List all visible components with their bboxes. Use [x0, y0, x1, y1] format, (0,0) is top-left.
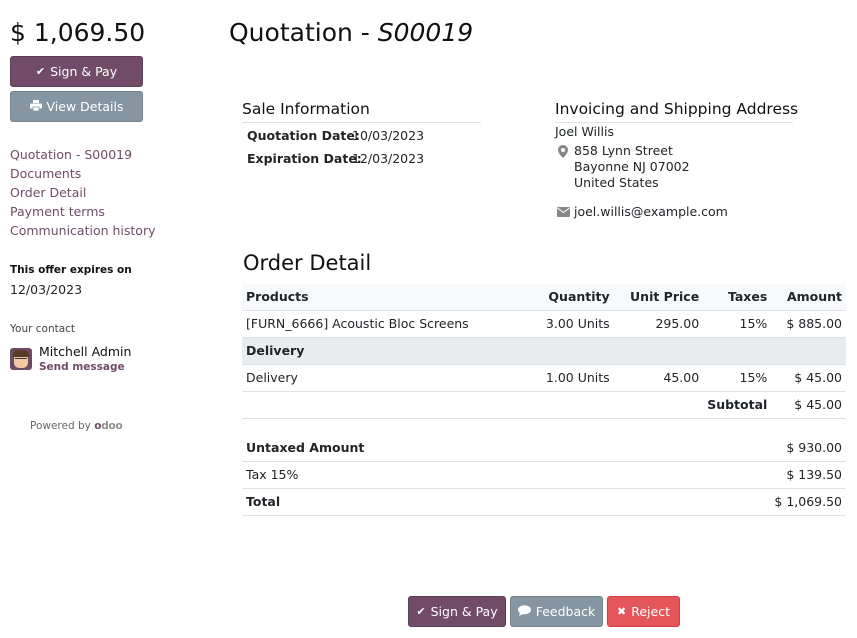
table-header-row: Products Quantity Unit Price Taxes Amoun… [242, 284, 846, 311]
view-details-label: View Details [46, 99, 124, 114]
map-marker-icon [558, 145, 568, 158]
customer-name: Joel Willis [555, 124, 614, 139]
total-row: Total $ 1,069.50 [242, 488, 846, 516]
section-row: Delivery [242, 337, 846, 365]
nav-order-detail[interactable]: Order Detail [10, 185, 87, 200]
print-icon [29, 99, 42, 114]
untaxed-value: $ 930.00 [619, 434, 846, 462]
total-label: Total [242, 488, 620, 516]
comment-icon [517, 604, 531, 619]
untaxed-row: Untaxed Amount $ 930.00 [242, 434, 846, 462]
sidebar-nav: Quotation - S00019 Documents Order Detai… [10, 145, 156, 240]
col-unit-price: Unit Price [613, 284, 704, 311]
expiration-date-row: Expiration Date:12/03/2023 [247, 151, 424, 166]
contact-label: Your contact [10, 323, 76, 335]
sign-pay-label: Sign & Pay [430, 604, 498, 619]
feedback-button[interactable]: Feedback [510, 596, 603, 627]
line-amount: $ 885.00 [771, 310, 846, 338]
table-row: Delivery 1.00 Units 45.00 15% $ 45.00 [242, 364, 846, 392]
expires-date: 12/03/2023 [10, 282, 83, 297]
table-row: [FURN_6666] Acoustic Bloc Screens 3.00 U… [242, 310, 846, 338]
col-quantity: Quantity [534, 284, 614, 311]
total-value: $ 1,069.50 [619, 488, 846, 516]
line-product: Delivery [242, 364, 535, 392]
line-unit-price: 295.00 [613, 310, 704, 338]
send-message-link[interactable]: Send message [39, 361, 125, 373]
close-icon: ✖ [617, 605, 627, 618]
powered-by-label: Powered by [30, 420, 91, 432]
tax-row: Tax 15% $ 139.50 [242, 461, 846, 489]
feedback-label: Feedback [535, 604, 596, 619]
order-lines-table: Products Quantity Unit Price Taxes Amoun… [242, 284, 846, 419]
subtotal-value: $ 45.00 [771, 391, 846, 419]
address-city: Bayonne NJ 07002 [574, 159, 690, 174]
bottom-actions: ✔ Sign & Pay Feedback ✖ Reject [408, 596, 680, 627]
customer-email: joel.willis@example.com [574, 204, 728, 219]
check-icon: ✔ [416, 605, 426, 618]
order-detail-heading: Order Detail [243, 251, 372, 275]
line-taxes: 15% [703, 364, 772, 392]
section-title: Delivery [242, 337, 846, 365]
envelope-icon [557, 207, 570, 217]
contact-name: Mitchell Admin [39, 344, 132, 359]
tax-value: $ 139.50 [619, 461, 846, 489]
totals-table: Untaxed Amount $ 930.00 Tax 15% $ 139.50… [242, 434, 846, 516]
address-heading: Invoicing and Shipping Address [555, 100, 798, 123]
reject-button[interactable]: ✖ Reject [607, 596, 680, 627]
col-products: Products [242, 284, 535, 311]
nav-payment-terms[interactable]: Payment terms [10, 204, 105, 219]
sidebar-sign-pay-button[interactable]: ✔ Sign & Pay [10, 56, 143, 87]
check-icon: ✔ [35, 65, 46, 78]
nav-quotation[interactable]: Quotation - S00019 [10, 147, 133, 162]
col-taxes: Taxes [703, 284, 772, 311]
title-number: S00019 [377, 18, 474, 47]
subtotal-label: Subtotal [703, 391, 772, 419]
quotation-date: 10/03/2023 [352, 128, 425, 143]
line-amount: $ 45.00 [771, 364, 846, 392]
expiration-date: 12/03/2023 [352, 151, 425, 166]
avatar [10, 348, 32, 370]
powered-by: Powered by odoo [30, 420, 123, 432]
line-unit-price: 45.00 [613, 364, 704, 392]
odoo-logo[interactable]: odoo [94, 420, 123, 432]
quotation-date-label: Quotation Date: [247, 128, 360, 143]
line-taxes: 15% [703, 310, 772, 338]
nav-communication-history[interactable]: Communication history [10, 223, 156, 238]
sign-pay-label: Sign & Pay [50, 64, 118, 79]
title-prefix: Quotation - [229, 18, 378, 47]
page-title: Quotation - S00019 [229, 18, 473, 47]
col-amount: Amount [771, 284, 846, 311]
sale-info-heading: Sale Information [242, 100, 481, 123]
address-country: United States [574, 175, 659, 190]
untaxed-label: Untaxed Amount [242, 434, 620, 462]
total-amount: $ 1,069.50 [10, 18, 146, 47]
line-quantity: 1.00 Units [534, 364, 614, 392]
line-quantity: 3.00 Units [534, 310, 614, 338]
address-street: 858 Lynn Street [574, 143, 673, 158]
expiration-date-label: Expiration Date: [247, 151, 362, 166]
sign-pay-button[interactable]: ✔ Sign & Pay [408, 596, 506, 627]
tax-label: Tax 15% [242, 461, 620, 489]
subtotal-row: Subtotal $ 45.00 [242, 391, 846, 419]
nav-documents[interactable]: Documents [10, 166, 82, 181]
quotation-date-row: Quotation Date:10/03/2023 [247, 128, 424, 143]
expires-label: This offer expires on [10, 264, 132, 276]
reject-label: Reject [631, 604, 670, 619]
line-product: [FURN_6666] Acoustic Bloc Screens [242, 310, 535, 338]
view-details-button[interactable]: View Details [10, 91, 143, 122]
